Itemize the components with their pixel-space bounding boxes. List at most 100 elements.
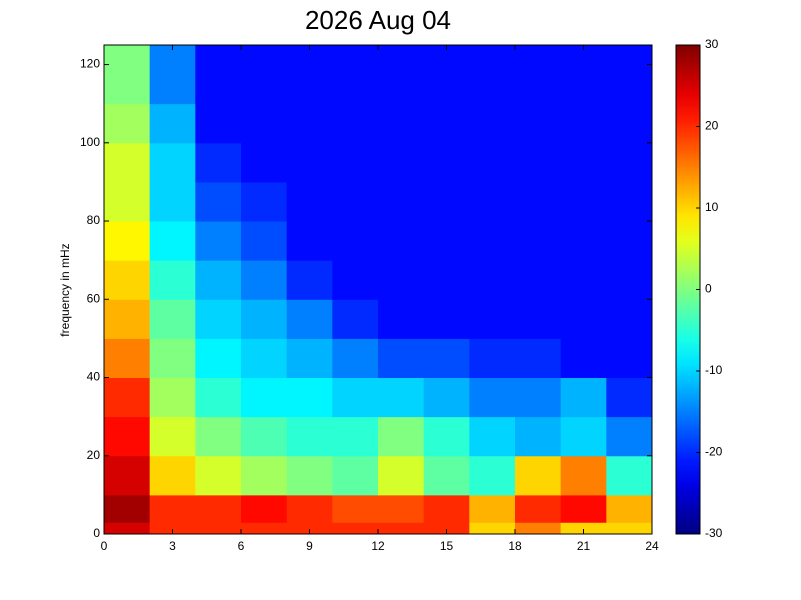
heatmap-cell: [560, 416, 607, 457]
heatmap-cell: [149, 416, 196, 457]
heatmap-cell: [241, 299, 288, 339]
heatmap-cell: [515, 377, 562, 418]
heatmap-cell: [286, 455, 333, 496]
heatmap-cell: [378, 142, 425, 183]
heatmap-cell: [469, 45, 516, 105]
x-tick-label: 12: [371, 539, 385, 553]
heatmap-cell: [515, 221, 562, 261]
heatmap-cell: [332, 416, 379, 457]
heatmap-cell: [515, 45, 562, 105]
heatmap-cell: [423, 338, 470, 379]
heatmap-cell: [332, 377, 379, 418]
heatmap-cell: [378, 45, 425, 105]
heatmap-cell: [241, 181, 288, 222]
heatmap-cell: [195, 221, 242, 261]
heatmap-cell: [560, 45, 607, 105]
heatmap-cell: [149, 494, 196, 523]
heatmap-cell: [423, 455, 470, 496]
heatmap-cell: [378, 260, 425, 300]
heatmap-cell: [378, 494, 425, 523]
heatmap-cell: [104, 260, 151, 300]
heatmap-cell: [104, 522, 151, 535]
heatmap-cell: [560, 260, 607, 300]
x-tick-label: 6: [238, 539, 245, 553]
colorbar-tick-label: 30: [705, 37, 719, 51]
colorbar-tick-label: 0: [705, 282, 712, 296]
heatmap-cell: [332, 45, 379, 105]
heatmap-cell: [149, 45, 196, 105]
heatmap-cell: [195, 416, 242, 457]
heatmap-cell: [560, 103, 607, 144]
heatmap-cell: [423, 377, 470, 418]
heatmap-cell: [104, 299, 151, 339]
heatmap-cell: [241, 494, 288, 523]
heatmap-cell: [378, 416, 425, 457]
heatmap-cell: [515, 522, 562, 535]
heatmap-cell: [378, 338, 425, 379]
heatmap-cell: [195, 299, 242, 339]
heatmap-cell: [241, 260, 288, 300]
y-tick-label: 20: [87, 448, 101, 462]
chart-title: 2026 Aug 04: [305, 5, 451, 35]
heatmap-cell: [469, 416, 516, 457]
y-axis-label: frequency in mHz: [58, 243, 72, 336]
heatmap-cell: [195, 181, 242, 222]
heatmap-cell: [469, 338, 516, 379]
heatmap-cell: [195, 103, 242, 144]
heatmap-cell: [149, 377, 196, 418]
heatmap-cell: [149, 221, 196, 261]
heatmap-cell: [560, 338, 607, 379]
heatmap-cell: [104, 455, 151, 496]
heatmap-cell: [560, 522, 607, 535]
y-tick-label: 60: [87, 291, 101, 305]
heatmap-cell: [104, 45, 151, 105]
x-tick-label: 9: [306, 539, 313, 553]
heatmap-cell: [286, 338, 333, 379]
heatmap-cell: [469, 260, 516, 300]
heatmap-cell: [423, 299, 470, 339]
heatmap-cell: [515, 103, 562, 144]
heatmap-cell: [241, 522, 288, 535]
heatmap-cell: [606, 377, 653, 418]
heatmap-cell: [606, 45, 653, 105]
heatmap-cell: [423, 181, 470, 222]
heatmap-cell: [423, 494, 470, 523]
heatmap-cell: [195, 455, 242, 496]
heatmap-cell: [286, 299, 333, 339]
heatmap-cell: [423, 103, 470, 144]
heatmap-cell: [195, 377, 242, 418]
heatmap-cell: [606, 299, 653, 339]
heatmap-cell: [332, 221, 379, 261]
heatmap-cell: [560, 494, 607, 523]
heatmap-cell: [423, 45, 470, 105]
heatmap-cell: [241, 455, 288, 496]
heatmap-cell: [423, 221, 470, 261]
heatmap-cell: [606, 142, 653, 183]
heatmap-cell: [149, 103, 196, 144]
heatmap-cell: [469, 494, 516, 523]
heatmap-cell: [332, 260, 379, 300]
heatmap-cell: [378, 299, 425, 339]
heatmap-cell: [241, 377, 288, 418]
heatmap-cell: [104, 103, 151, 144]
heatmap-cell: [104, 377, 151, 418]
heatmap-cell: [286, 142, 333, 183]
heatmap-cell: [378, 455, 425, 496]
heatmap-cell: [286, 45, 333, 105]
heatmap-cell: [560, 455, 607, 496]
heatmap-cell: [606, 455, 653, 496]
heatmap-cell: [332, 338, 379, 379]
heatmap-cell: [149, 299, 196, 339]
heatmap-cell: [195, 494, 242, 523]
heatmap-cell: [515, 494, 562, 523]
heatmap-cell: [286, 494, 333, 523]
heatmap-cell: [378, 221, 425, 261]
x-tick-label: 18: [508, 539, 522, 553]
heatmap: [104, 45, 653, 535]
x-tick-label: 21: [577, 539, 591, 553]
heatmap-cell: [560, 181, 607, 222]
heatmap-cell: [469, 103, 516, 144]
heatmap-cell: [469, 181, 516, 222]
heatmap-cell: [560, 377, 607, 418]
